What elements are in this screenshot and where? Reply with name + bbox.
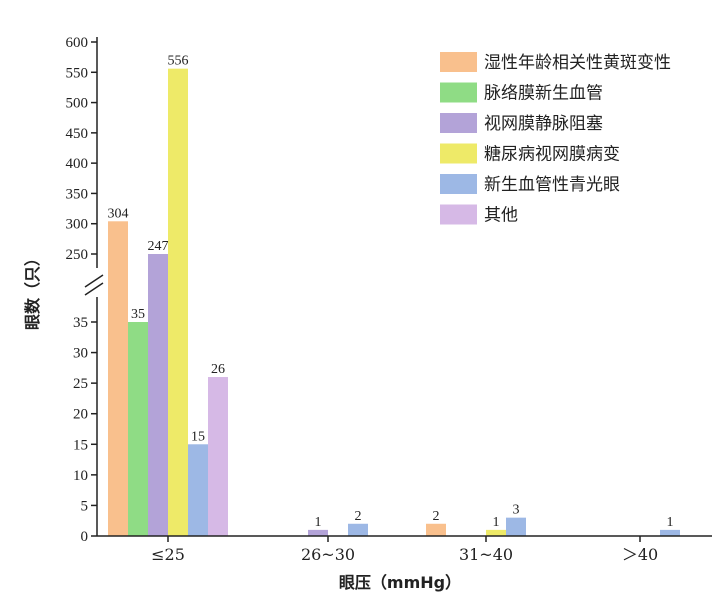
data-label: 26	[211, 362, 225, 377]
data-label: 556	[168, 54, 189, 69]
data-label: 1	[493, 515, 500, 530]
y-tick-label: 20	[73, 407, 88, 423]
legend-entry-label: 糖尿病视网膜病变	[484, 145, 620, 165]
y-ticks-group: 0 5 10 15 20 25 30 35 250 300 350 400 450 500 550 600	[66, 35, 97, 545]
bar	[660, 529, 680, 536]
y-tick-label: 30	[73, 346, 88, 362]
bar	[168, 68, 188, 536]
y-tick-label: 350	[66, 186, 89, 202]
legend-entry-label: 脉络膜新生血管	[484, 84, 603, 104]
legend-entry-label: 其他	[484, 206, 518, 226]
y-tick-label: 550	[66, 65, 89, 81]
legend-swatch	[440, 204, 477, 225]
bar	[486, 529, 506, 536]
legend-swatch	[440, 113, 477, 133]
bar	[348, 523, 368, 536]
x-tick-label: 31~40	[459, 545, 513, 564]
bar	[108, 221, 128, 536]
data-label: 304	[108, 206, 129, 221]
y-tick-label: 500	[66, 96, 89, 112]
bar	[308, 529, 328, 536]
x-tick-label: 26~30	[301, 545, 355, 564]
y-tick-label: 600	[66, 35, 89, 51]
y-tick-label: 35	[73, 315, 88, 331]
legend-swatch	[440, 174, 477, 194]
y-tick-label: 400	[66, 156, 89, 172]
axis-break-mark	[84, 274, 104, 288]
y-tick-label: 250	[66, 247, 89, 263]
y-axis-title: 眼数（只）	[23, 250, 42, 330]
legend-entry-label: 新生血管性青光眼	[484, 175, 620, 195]
x-tick-label: ＞40	[622, 545, 658, 564]
y-tick-label: 25	[73, 376, 88, 392]
y-tick-label: 300	[66, 217, 89, 233]
legend-entry-label: 湿性年龄相关性黄斑变性	[484, 53, 671, 73]
y-tick-label: 10	[73, 468, 88, 484]
bar	[426, 523, 446, 536]
x-axis-title: 眼压（mmHg）	[339, 573, 461, 592]
axis-break-mark	[84, 282, 104, 296]
y-tick-label: 450	[66, 126, 89, 142]
data-label: 247	[148, 239, 169, 254]
data-label: 15	[191, 429, 205, 444]
data-label: 35	[131, 307, 145, 322]
legend: 湿性年龄相关性黄斑变性脉络膜新生血管视网膜静脉阻塞糖尿病视网膜病变新生血管性青光…	[440, 52, 671, 226]
y-tick-label: 5	[81, 498, 89, 514]
data-label: 2	[433, 509, 440, 524]
bar	[208, 377, 228, 536]
y-tick-label: 0	[81, 529, 89, 545]
bar	[188, 444, 208, 536]
y-tick-label: 15	[73, 437, 88, 453]
bar	[148, 254, 168, 536]
legend-entry-label: 视网膜静脉阻塞	[484, 114, 603, 134]
x-tick-label: ≤25	[151, 545, 185, 564]
bar	[506, 517, 526, 536]
legend-swatch	[440, 143, 477, 164]
data-label: 1	[315, 515, 322, 530]
data-label: 2	[355, 509, 362, 524]
bar	[128, 322, 148, 536]
data-label: 1	[667, 515, 674, 530]
x-ticks-group: ≤25 26~30 31~40 ＞40	[151, 536, 658, 564]
bars-group	[108, 68, 680, 536]
legend-swatch	[440, 82, 477, 103]
legend-swatch	[440, 52, 477, 72]
axes-group	[84, 37, 712, 537]
data-label: 3	[513, 503, 520, 518]
